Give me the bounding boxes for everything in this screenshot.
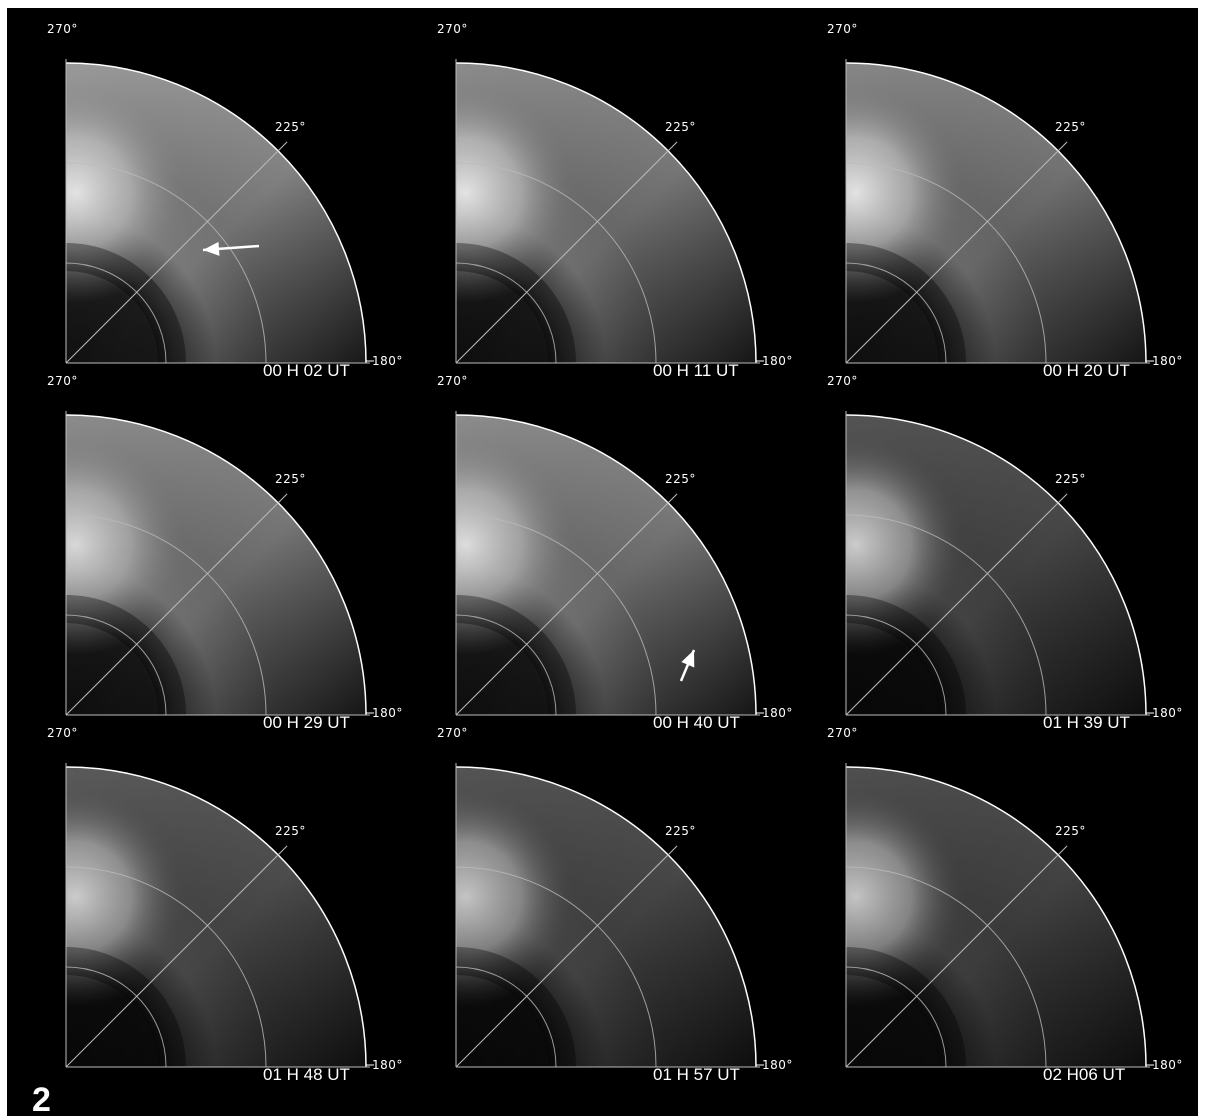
angle-label-225: 225°: [665, 472, 696, 486]
angle-label-270: 270°: [437, 726, 468, 740]
angle-label-225: 225°: [665, 120, 696, 134]
angle-label-270: 270°: [827, 22, 858, 36]
angle-label-225: 225°: [665, 824, 696, 838]
figure-number: 2: [32, 1083, 51, 1117]
time-stamp: 01 H 48 UT: [263, 1065, 350, 1085]
angle-label-225: 225°: [275, 120, 306, 134]
polar-image: [397, 360, 787, 720]
polar-image: [787, 8, 1177, 368]
polar-panel: 270° 225° 180° 02 H06 UT: [787, 712, 1177, 1064]
angle-label-270: 270°: [47, 374, 78, 388]
angle-label-270: 270°: [47, 726, 78, 740]
polar-image: [787, 712, 1177, 1072]
polar-panel: 270° 225° 180° 00 H 11 UT: [397, 8, 787, 360]
polar-panel: 270° 225° 180° 01 H 57 UT: [397, 712, 787, 1064]
polar-image: [7, 712, 397, 1072]
angle-label-225: 225°: [1055, 472, 1086, 486]
angle-label-270: 270°: [437, 22, 468, 36]
polar-image: [397, 712, 787, 1072]
time-stamp: 01 H 57 UT: [653, 1065, 740, 1085]
angle-label-225: 225°: [1055, 824, 1086, 838]
polar-image: [397, 8, 787, 368]
polar-panel: 270° 225° 180° 00 H 20 UT: [787, 8, 1177, 360]
polar-panel: 270° 225° 180° 01 H 39 UT: [787, 360, 1177, 712]
polar-panel: 270° 225° 180° 00 H 40 UT: [397, 360, 787, 712]
polar-panel: 270° 225° 180° 00 H 02 UT: [7, 8, 397, 360]
angle-label-225: 225°: [275, 824, 306, 838]
angle-label-225: 225°: [1055, 120, 1086, 134]
polar-panel: 270° 225° 180° 01 H 48 UT: [7, 712, 397, 1064]
angle-label-270: 270°: [47, 22, 78, 36]
angle-label-270: 270°: [437, 374, 468, 388]
angle-label-180: 180°: [1152, 1058, 1183, 1072]
angle-label-270: 270°: [827, 374, 858, 388]
polar-panel: 270° 225° 180° 00 H 29 UT: [7, 360, 397, 712]
polar-image: [787, 360, 1177, 720]
angle-label-270: 270°: [827, 726, 858, 740]
polar-image: [7, 360, 397, 720]
angle-label-225: 225°: [275, 472, 306, 486]
time-stamp: 02 H06 UT: [1043, 1065, 1125, 1085]
polar-image: [7, 8, 397, 368]
